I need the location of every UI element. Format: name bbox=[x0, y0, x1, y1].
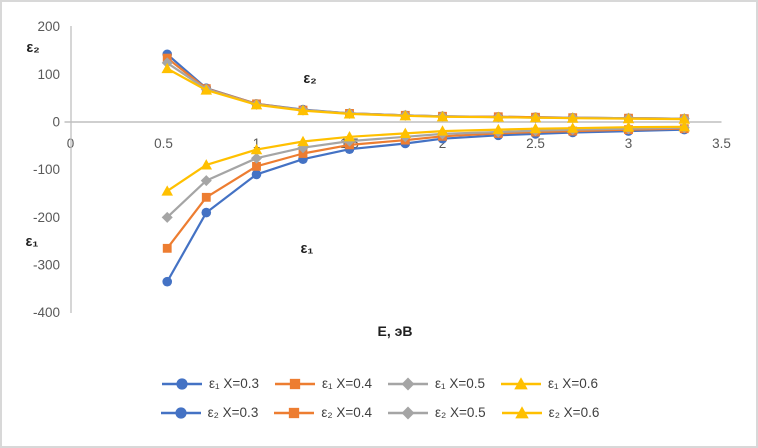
legend-label: ε₁ X=0.6 bbox=[547, 376, 598, 391]
svg-text:3: 3 bbox=[625, 136, 633, 151]
svg-text:-400: -400 bbox=[33, 305, 60, 320]
legend-row-eps1: ε₁ X=0.3 ε₁ X=0.4 ε₁ X=0.5 ε₁ X=0.6 bbox=[160, 376, 598, 391]
legend-label: ε₂ X=0.6 bbox=[548, 405, 600, 420]
svg-text:1: 1 bbox=[253, 136, 261, 151]
legend-label: ε₁ X=0.5 bbox=[435, 376, 485, 391]
svg-text:200: 200 bbox=[37, 19, 60, 34]
legend-marker-icon bbox=[275, 378, 316, 389]
svg-text:100: 100 bbox=[37, 67, 60, 82]
svg-text:2.5: 2.5 bbox=[526, 136, 545, 151]
y-axis-label-eps2: ε₂ bbox=[26, 40, 40, 56]
svg-text:3.5: 3.5 bbox=[712, 136, 731, 151]
plot-label-eps2: ε₂ bbox=[303, 71, 317, 87]
legend-label: ε₂ X=0.3 bbox=[207, 405, 259, 420]
legend-item-eps2-x06: ε₂ X=0.6 bbox=[500, 405, 600, 420]
legend-item-eps1-x06: ε₁ X=0.6 bbox=[499, 376, 598, 391]
legend-item-eps1-x04: ε₁ X=0.4 bbox=[273, 376, 372, 391]
legend-marker-icon bbox=[274, 407, 315, 418]
legend-item-eps2-x05: ε₂ X=0.5 bbox=[386, 405, 486, 420]
svg-text:0.5: 0.5 bbox=[154, 136, 173, 151]
legend-marker-icon bbox=[500, 376, 541, 389]
legend-row-eps2: ε₂ X=0.3 ε₂ X=0.4 ε₂ X=0.5 ε₂ X=0.6 bbox=[159, 405, 600, 420]
legend-item-eps2-x04: ε₂ X=0.4 bbox=[272, 405, 372, 420]
plot-label-eps1: ε₁ bbox=[300, 241, 314, 257]
x-axis-title: E, эВ bbox=[377, 323, 413, 339]
legend-marker-icon bbox=[388, 377, 428, 390]
legend-label: ε₂ X=0.5 bbox=[435, 405, 486, 420]
legend-label: ε₂ X=0.4 bbox=[321, 405, 372, 420]
legend-item-eps1-x05: ε₁ X=0.5 bbox=[386, 376, 485, 391]
legend-item-eps2-x03: ε₂ X=0.3 bbox=[159, 405, 259, 420]
legend-label: ε₁ X=0.4 bbox=[322, 376, 372, 391]
chart-legend: ε₁ X=0.3 ε₁ X=0.4 ε₁ X=0.5 ε₁ X=0.6 ε₂ X… bbox=[2, 376, 756, 420]
y-axis-label-eps1: ε₁ bbox=[25, 234, 39, 250]
legend-marker-icon bbox=[160, 406, 201, 419]
svg-text:0: 0 bbox=[52, 115, 60, 130]
legend-marker-icon bbox=[501, 405, 542, 418]
svg-text:2: 2 bbox=[439, 136, 447, 151]
legend-item-eps1-x03: ε₁ X=0.3 bbox=[160, 376, 259, 391]
legend-label: ε₁ X=0.3 bbox=[209, 376, 260, 391]
legend-marker-icon bbox=[162, 377, 203, 390]
svg-text:-300: -300 bbox=[33, 258, 60, 273]
svg-text:-100: -100 bbox=[33, 162, 60, 177]
svg-text:-200: -200 bbox=[33, 210, 60, 225]
legend-marker-icon bbox=[388, 406, 428, 419]
